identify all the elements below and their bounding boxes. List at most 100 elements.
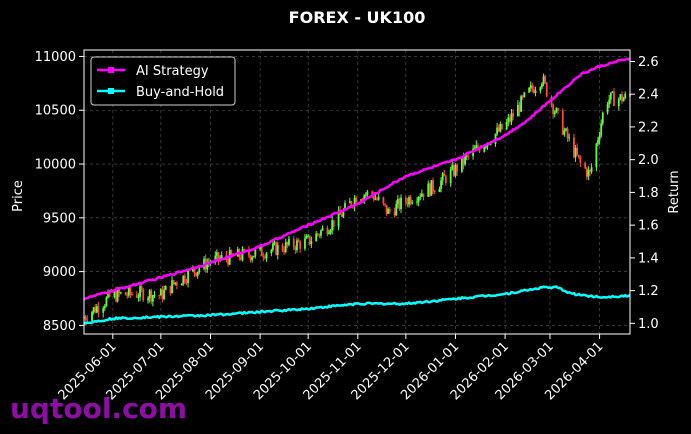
candle-body — [595, 143, 598, 168]
candle-body — [119, 292, 122, 294]
candle-body — [449, 169, 452, 184]
candle-body — [329, 230, 332, 233]
candle-body — [315, 233, 318, 242]
candle-body — [563, 130, 566, 135]
candle-body — [305, 236, 308, 239]
y-axis-label-right: Return — [667, 170, 682, 213]
candle-body — [163, 289, 165, 300]
candle-body — [102, 308, 105, 313]
candle-body — [507, 117, 510, 123]
candle-body — [441, 173, 444, 181]
candle-body — [217, 252, 220, 261]
candle-body — [590, 167, 593, 172]
candle-body — [451, 165, 454, 170]
candle-body — [452, 165, 455, 176]
candle-body — [409, 197, 412, 204]
candle-body — [608, 99, 611, 105]
candle-body — [408, 197, 410, 205]
candle-body — [292, 238, 295, 248]
candle-body — [174, 282, 177, 284]
right-tick-label: 2.2 — [638, 120, 659, 135]
candle-body — [310, 241, 313, 245]
candle-body — [624, 93, 627, 99]
candle-body — [193, 268, 196, 273]
candle-body — [115, 291, 117, 302]
candle-body — [127, 287, 130, 296]
candle-body — [296, 240, 298, 251]
candle-body — [249, 255, 252, 261]
candle-body — [396, 198, 399, 205]
candle-body — [398, 198, 401, 209]
candle-body — [454, 164, 457, 176]
candle-body — [97, 306, 100, 313]
candle-body — [297, 240, 300, 242]
candle-body — [150, 290, 153, 302]
candle-body — [576, 147, 579, 155]
right-tick-label: 1.6 — [638, 219, 659, 234]
candle-body — [419, 196, 422, 198]
candle-body — [340, 214, 343, 217]
candle-body — [476, 145, 479, 149]
candle-body — [251, 257, 254, 261]
right-tick-label: 2.6 — [638, 55, 659, 70]
candle-body — [196, 271, 199, 276]
candle-body — [191, 268, 194, 271]
candle-body — [91, 312, 93, 321]
candle-body — [534, 90, 537, 94]
candle-body — [281, 244, 284, 251]
candle-body — [622, 98, 625, 102]
candle-body — [240, 257, 242, 260]
candle-body — [387, 209, 390, 214]
candle-body — [262, 256, 265, 258]
candle-body — [395, 204, 398, 216]
candle-body — [518, 104, 521, 112]
candle-body — [272, 243, 274, 250]
candle-body — [363, 195, 366, 200]
candle-body — [348, 201, 351, 204]
right-y-axis: 1.0 1.2 1.4 1.6 1.8 2.0 2.2 2.4 2.6 — [630, 55, 659, 332]
candle-body — [84, 316, 87, 320]
candle-body — [326, 227, 329, 235]
candle-body — [180, 283, 183, 286]
candle-body — [427, 183, 430, 197]
candle-body — [597, 140, 599, 144]
candle-body — [376, 198, 378, 200]
candle-body — [393, 211, 396, 216]
candle-body — [371, 191, 374, 195]
candle-body — [148, 290, 151, 298]
candle-body — [183, 275, 186, 283]
candle-body — [276, 244, 279, 255]
candle-body — [520, 96, 523, 112]
candle-body — [529, 85, 532, 88]
candle-body — [428, 183, 431, 196]
candle-body — [260, 246, 263, 257]
candle-body — [103, 305, 106, 309]
candle-body — [142, 289, 145, 301]
candle-body — [443, 173, 446, 177]
candle-body — [220, 255, 223, 259]
candle-body — [284, 242, 287, 252]
left-tick-label: 10500 — [35, 104, 76, 119]
candle-body — [523, 92, 526, 97]
candle-body — [230, 250, 233, 255]
candle-body — [621, 94, 623, 102]
candle-body — [94, 307, 97, 313]
candle-body — [517, 104, 519, 117]
candle-body — [254, 249, 257, 256]
candle-body — [557, 108, 559, 111]
candle-body — [283, 250, 286, 252]
candle-body — [124, 292, 127, 296]
candle-body — [509, 117, 511, 122]
candle-body — [135, 294, 138, 298]
candle-body — [388, 209, 391, 212]
right-tick-label: 1.4 — [638, 251, 659, 266]
candle-body — [131, 294, 133, 296]
candle-body — [147, 297, 149, 301]
candle-body — [577, 154, 580, 157]
candle-body — [116, 289, 119, 302]
candle-body — [541, 83, 543, 88]
candle-body — [589, 169, 591, 172]
candle-body — [105, 297, 108, 306]
left-tick-label: 9000 — [43, 265, 76, 280]
